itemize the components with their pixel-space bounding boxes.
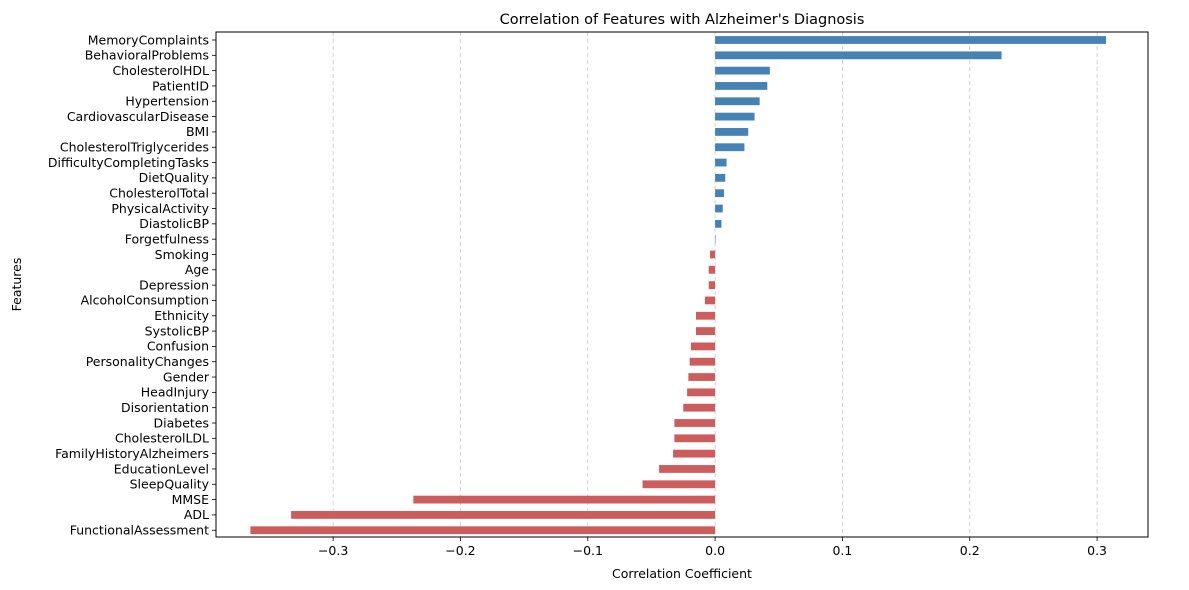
x-axis-label: Correlation Coefficient <box>612 566 752 581</box>
bar <box>715 189 725 198</box>
y-tick-label: HeadInjury <box>141 385 210 400</box>
y-tick-label: Gender <box>163 369 210 384</box>
y-tick-label: DietQuality <box>139 170 210 185</box>
y-tick-label: BehavioralProblems <box>85 48 209 63</box>
bar <box>696 311 716 320</box>
bar <box>715 235 716 244</box>
y-tick-label: Forgetfulness <box>125 231 209 246</box>
bar <box>708 281 716 290</box>
y-tick-label: CholesterolTriglycerides <box>60 140 209 155</box>
bar <box>250 526 716 535</box>
x-tick-labels: −0.3 −0.2 −0.1 0.0 0.1 0.2 0.3 <box>318 537 1107 558</box>
bar <box>715 173 726 182</box>
x-tick-label: 0.3 <box>1087 543 1107 558</box>
y-tick-label: DiastolicBP <box>139 216 209 231</box>
y-tick-label: PatientID <box>152 78 209 93</box>
y-tick-label: ADL <box>184 507 209 522</box>
bar <box>715 36 1106 44</box>
bar <box>291 511 716 519</box>
y-tick-label: CholesterolTotal <box>109 186 209 201</box>
bar <box>715 158 727 167</box>
y-tick-label: Confusion <box>147 339 209 354</box>
x-tick-label: −0.3 <box>318 543 348 558</box>
x-tick-label: 0.2 <box>960 543 980 558</box>
y-tick-label: Age <box>185 262 209 277</box>
bar <box>715 51 1002 60</box>
y-tick-labels: MemoryComplaintsBehavioralProblemsCholes… <box>48 32 216 538</box>
bar <box>659 465 716 473</box>
bar <box>715 128 749 136</box>
bar <box>715 97 760 106</box>
y-tick-label: Hypertension <box>125 94 209 109</box>
bar <box>708 265 716 274</box>
y-tick-label: CardiovascularDisease <box>67 109 209 124</box>
y-tick-label: DifficultyCompletingTasks <box>48 155 209 170</box>
bar <box>704 296 716 305</box>
bar <box>683 403 716 412</box>
y-tick-label: PersonalityChanges <box>86 354 209 369</box>
bar <box>413 495 716 504</box>
y-tick-label: CholesterolHDL <box>112 63 209 78</box>
plot-frame <box>215 31 1149 538</box>
x-tick-label: −0.1 <box>573 543 603 558</box>
y-tick-label: SystolicBP <box>145 323 210 338</box>
y-tick-label: PhysicalActivity <box>111 201 209 216</box>
bar <box>689 357 716 366</box>
bar <box>715 204 723 213</box>
y-tick-label: Depression <box>139 277 209 292</box>
y-tick-label: AlcoholConsumption <box>81 293 209 308</box>
y-tick-label: SleepQuality <box>130 477 210 492</box>
y-tick-label: MemoryComplaints <box>88 32 209 47</box>
x-tick-label: 0.1 <box>832 543 852 558</box>
y-tick-label: BMI <box>186 124 209 139</box>
bar <box>690 342 716 351</box>
y-axis-label: Features <box>9 258 24 312</box>
bar <box>715 66 770 75</box>
bar <box>715 82 768 90</box>
bar <box>710 250 716 259</box>
bars <box>250 36 1106 535</box>
y-tick-label: Diabetes <box>154 415 210 430</box>
bar <box>674 419 716 427</box>
bar <box>715 219 722 228</box>
bar <box>687 388 716 397</box>
y-tick-label: Ethnicity <box>154 308 209 323</box>
bar <box>696 327 716 335</box>
y-tick-label: EducationLevel <box>114 461 209 476</box>
bar <box>642 480 716 489</box>
bar <box>674 434 716 443</box>
y-tick-label: Disorientation <box>121 400 209 415</box>
y-tick-label: MMSE <box>172 492 210 507</box>
y-tick-label: CholesterolLDL <box>115 431 209 446</box>
bar <box>673 449 716 458</box>
x-tick-label: 0.0 <box>705 543 725 558</box>
bar <box>688 373 716 381</box>
y-tick-label: FunctionalAssessment <box>70 523 209 538</box>
y-tick-label: Smoking <box>155 247 209 262</box>
chart-title: Correlation of Features with Alzheimer's… <box>500 12 865 28</box>
x-tick-label: −0.2 <box>445 543 475 558</box>
bar <box>715 112 755 121</box>
y-tick-label: FamilyHistoryAlzheimers <box>55 446 209 461</box>
bar <box>715 143 745 152</box>
